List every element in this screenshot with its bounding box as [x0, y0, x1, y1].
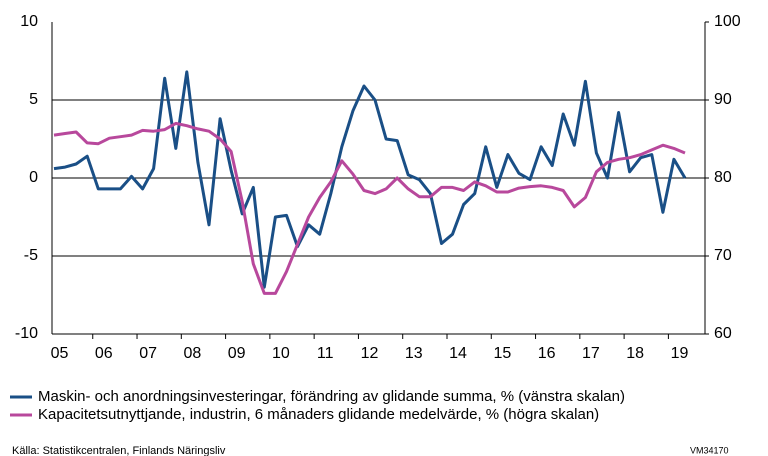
- chart-code: VM34170: [690, 445, 729, 455]
- y-tick-label: -5: [24, 247, 38, 264]
- x-tick-label: 07: [139, 345, 157, 362]
- y2-tick-label: 100: [714, 13, 741, 30]
- x-tick-label: 14: [449, 345, 467, 362]
- y-tick-label: 5: [29, 91, 38, 108]
- series-line: [53, 121, 686, 295]
- y2-tick-label: 80: [714, 169, 732, 186]
- x-tick-label: 08: [183, 345, 201, 362]
- x-tick-label: 13: [405, 345, 423, 362]
- x-tick-label: 11: [317, 345, 334, 362]
- y2-tick-label: 70: [714, 247, 732, 264]
- x-tick-label: 05: [51, 345, 69, 362]
- y-tick-label: 0: [29, 169, 38, 186]
- y2-tick-label: 90: [714, 91, 732, 108]
- legend-label: Maskin- och anordningsinvesteringar, för…: [38, 388, 625, 405]
- x-tick-label: 17: [582, 345, 600, 362]
- y2-tick-label: 60: [714, 325, 732, 342]
- x-tick-label: 12: [361, 345, 379, 362]
- legend-label: Kapacitetsutnyttjande, industrin, 6 måna…: [38, 406, 599, 423]
- y-tick-label: -10: [15, 325, 38, 342]
- x-tick-label: 16: [538, 345, 556, 362]
- y-tick-label: 10: [20, 13, 38, 30]
- x-tick-label: 18: [626, 345, 644, 362]
- x-tick-label: 09: [228, 345, 246, 362]
- source: Källa: Statistikcentralen, Finlands Näri…: [12, 445, 226, 456]
- x-tick-label: 06: [95, 345, 113, 362]
- x-tick-label: 19: [671, 345, 689, 362]
- x-tick-label: 15: [493, 345, 511, 362]
- series-line: [53, 70, 687, 289]
- x-tick-label: 10: [272, 345, 290, 362]
